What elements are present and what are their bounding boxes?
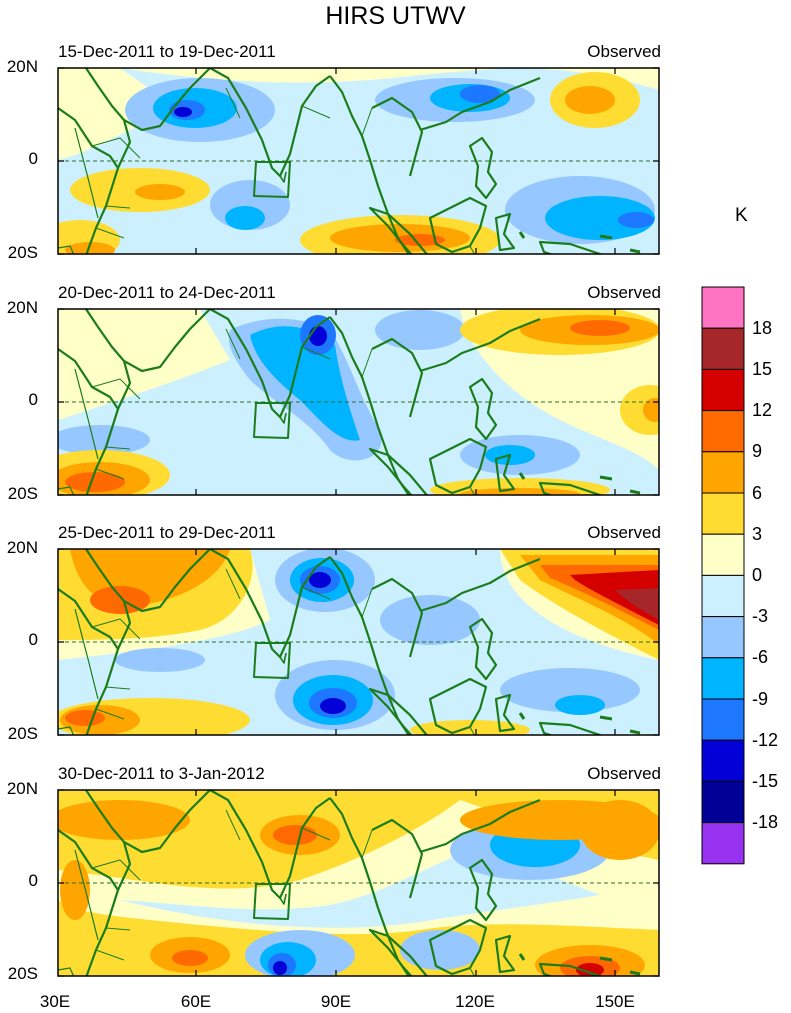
panel-2-source: Observed (587, 283, 661, 302)
colorbar-label: 3 (752, 524, 763, 544)
panel-3-lat-20n: 20N (6, 538, 38, 557)
panel-2-date-range: 20-Dec-2011 to 24-Dec-2011 (58, 283, 276, 302)
panel-2-lat-20s: 20S (7, 484, 38, 503)
colorbar-label: 12 (752, 400, 773, 420)
panel-3-source: Observed (587, 523, 661, 542)
colorbar-swatch (701, 492, 745, 535)
colorbar-swatch (701, 698, 745, 741)
colorbar-label: -6 (752, 647, 769, 667)
panel-4-lat-20n: 20N (6, 779, 38, 798)
lon-90e: 90E (320, 992, 352, 1011)
panel-2-lat-20n: 20N (6, 298, 38, 317)
lon-30e: 30E (39, 992, 71, 1011)
panel-1-source: Observed (587, 42, 661, 61)
panel-4-lat-20s: 20S (7, 964, 38, 983)
colorbar-label: 15 (752, 359, 773, 379)
panel-4-map (57, 789, 660, 977)
colorbar-swatch (701, 368, 745, 412)
panel-3-lat-0: 0 (28, 630, 38, 649)
colorbar-swatch (701, 780, 745, 824)
colorbar-swatch (701, 327, 745, 370)
panel-4-date-range: 30-Dec-2011 to 3-Jan-2012 (58, 764, 265, 783)
colorbar-label: -9 (752, 689, 769, 709)
panel-3-map (57, 548, 660, 736)
colorbar-swatch (701, 616, 745, 659)
colorbar-label: 6 (752, 483, 763, 503)
colorbar (701, 286, 745, 865)
panel-2-lat-0: 0 (28, 390, 38, 409)
panel-1-map (57, 67, 660, 255)
colorbar-label: 18 (752, 318, 773, 338)
colorbar-label: 0 (752, 565, 763, 585)
panel-1-date-range: 15-Dec-2011 to 19-Dec-2011 (58, 42, 276, 61)
panel-3-date-range: 25-Dec-2011 to 29-Dec-2011 (58, 523, 276, 542)
panel-2-map (57, 308, 660, 496)
colorbar-swatch (701, 286, 745, 329)
lon-60e: 60E (180, 992, 212, 1011)
colorbar-label: 9 (752, 441, 763, 461)
colorbar-label: -12 (752, 730, 779, 750)
colorbar-swatch (701, 739, 745, 782)
colorbar-label: -15 (752, 771, 779, 791)
colorbar-swatch (701, 533, 745, 576)
panel-4-source: Observed (587, 764, 661, 783)
colorbar-swatch (701, 822, 745, 865)
panel-1-lat-20n: 20N (6, 57, 38, 76)
colorbar-swatch (701, 657, 745, 700)
colorbar-label: -3 (752, 606, 769, 626)
lon-150e: 150E (595, 992, 635, 1011)
figure-title: HIRS UTWV (325, 2, 466, 30)
panel-1-lat-0: 0 (28, 149, 38, 168)
lon-120e: 120E (455, 992, 495, 1011)
colorbar-swatch (701, 574, 745, 618)
colorbar-label: -18 (752, 812, 779, 832)
axis-ticks (58, 67, 659, 977)
colorbar-swatch (701, 410, 745, 453)
panel-1-lat-20s: 20S (7, 243, 38, 262)
colorbar-unit: K (735, 205, 748, 226)
panel-3-lat-20s: 20S (7, 724, 38, 743)
colorbar-swatch (701, 451, 745, 494)
panel-4-lat-0: 0 (28, 871, 38, 890)
